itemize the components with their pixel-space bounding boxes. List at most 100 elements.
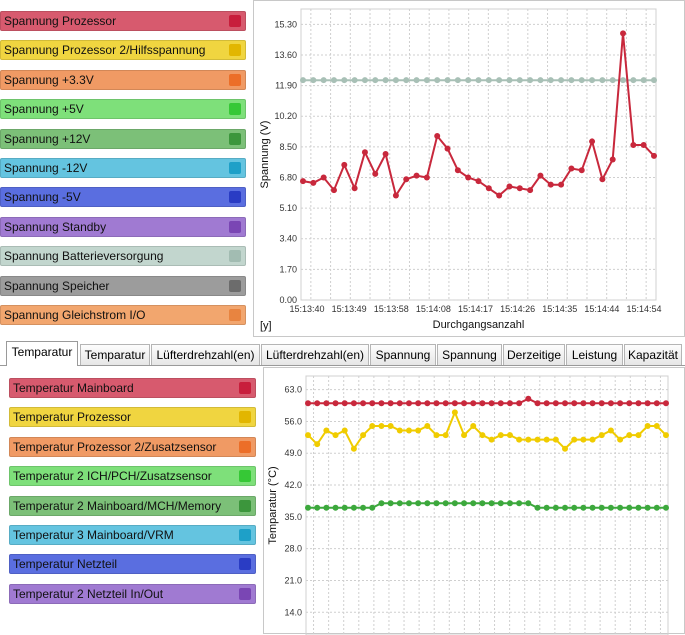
- data-point: [403, 176, 410, 183]
- data-point: [485, 185, 492, 192]
- y-tick-label: 6.80: [279, 172, 297, 182]
- voltage-series-button[interactable]: Spannung Prozessor 2/Hilfsspannung: [0, 40, 246, 61]
- data-point: [434, 133, 441, 140]
- tab-2[interactable]: Lüfterdrehzahl(en): [151, 344, 260, 365]
- voltage-series-button[interactable]: Spannung Prozessor: [0, 11, 246, 31]
- data-point: [415, 400, 422, 407]
- temperature-series-button[interactable]: Temperatur 2 ICH/PCH/Zusatzsensor: [9, 466, 256, 487]
- x-tick-label: 15:13:49: [332, 304, 367, 314]
- x-tick-label: 15:14:08: [416, 304, 451, 314]
- data-point: [442, 500, 449, 507]
- data-point: [644, 504, 651, 511]
- data-point: [424, 400, 431, 407]
- y-tick-label: 56.0: [284, 416, 302, 426]
- voltage-series-button[interactable]: Spannung Gleichstrom I/O: [0, 305, 246, 325]
- tab-4[interactable]: Spannung: [370, 344, 436, 365]
- temperature-series-button[interactable]: Temperatur 3 Mainboard/VRM: [9, 525, 256, 545]
- data-point: [314, 441, 321, 448]
- y-tick-label: 28.0: [284, 544, 302, 554]
- data-point: [598, 432, 605, 439]
- data-point: [300, 77, 306, 84]
- data-point: [506, 400, 513, 407]
- data-point: [568, 165, 575, 172]
- tab-bar: Temparatur Temparatur Lüfterdrehzahl(en) Lü…: [0, 339, 685, 366]
- data-point: [644, 400, 651, 407]
- data-point: [378, 400, 385, 407]
- data-point: [323, 504, 330, 511]
- voltage-series-button[interactable]: Spannung -12V: [0, 158, 246, 178]
- data-point: [617, 436, 624, 443]
- data-point: [465, 174, 472, 181]
- color-swatch-icon: [239, 587, 251, 600]
- series-line-0: [308, 397, 666, 405]
- y-tick-label: 5.10: [279, 203, 297, 213]
- data-point: [361, 149, 368, 156]
- x-tick-label: 15:14:35: [542, 304, 577, 314]
- data-point: [444, 77, 451, 84]
- data-point: [609, 77, 616, 84]
- series-line-2: [308, 502, 666, 509]
- data-point: [341, 504, 348, 511]
- data-point: [415, 500, 422, 507]
- voltage-chart-panel: 0.00 1.70 3.40 5.10 6.80 8.50 10.20 11.90 13.60 1…: [253, 0, 685, 337]
- data-point: [314, 400, 321, 407]
- temperature-series-button[interactable]: Temperatur Prozessor: [9, 407, 256, 428]
- data-point: [488, 436, 495, 443]
- color-swatch-icon: [229, 103, 241, 116]
- tab-0[interactable]: Temparatur: [6, 341, 78, 366]
- voltage-series-button[interactable]: Spannung +3.3V: [0, 69, 246, 90]
- data-point: [543, 504, 550, 511]
- x-axis-label: Durchgangsanzahl: [433, 319, 525, 331]
- temperature-series-button[interactable]: Temperatur 2 Mainboard/MCH/Memory: [9, 495, 256, 516]
- voltage-series-button-label: Spannung Prozessor 2/Hilfsspannung: [4, 43, 206, 58]
- data-point: [607, 427, 614, 434]
- data-point: [663, 504, 669, 511]
- data-point: [635, 504, 642, 511]
- voltage-series-button-label: Spannung Batterieversorgung: [4, 249, 164, 264]
- temperature-series-button[interactable]: Temperatur 2 Netzteil In/Out: [9, 583, 256, 604]
- temperature-series-button[interactable]: Temperatur Mainboard: [9, 378, 256, 398]
- data-point: [442, 400, 449, 407]
- temperature-series-button[interactable]: Temperatur Prozessor 2/Zusatzsensor: [9, 436, 256, 457]
- tab-3[interactable]: Lüfterdrehzahl(en): [261, 344, 369, 365]
- tab-5[interactable]: Spannung: [437, 344, 502, 365]
- data-point: [525, 500, 532, 507]
- voltage-series-button[interactable]: Spannung +5V: [0, 99, 246, 120]
- voltage-series-button[interactable]: Spannung -5V: [0, 187, 246, 208]
- data-point: [423, 77, 430, 84]
- temperature-chart-panel: 14.0 21.0 28.0 35.0 42.0 49.0 56.0 63.0 Temparat…: [263, 367, 685, 635]
- voltage-series-button-label: Spannung Prozessor: [4, 14, 117, 28]
- tab-1[interactable]: Temparatur: [80, 344, 150, 365]
- tab-7[interactable]: Leistung: [566, 344, 623, 365]
- temperature-series-button-label: Temperatur 2 Netzteil In/Out: [13, 586, 164, 601]
- y-tick-label: 0.00: [279, 295, 297, 305]
- data-point: [571, 400, 578, 407]
- y-tick-label: 63.0: [284, 385, 302, 395]
- data-point: [360, 504, 367, 511]
- data-point: [424, 422, 431, 429]
- voltage-series-button[interactable]: Spannung Speicher: [0, 275, 246, 296]
- data-point: [332, 400, 339, 407]
- data-point: [405, 500, 412, 507]
- data-point: [461, 500, 468, 507]
- data-point: [598, 400, 605, 407]
- tab-6[interactable]: Derzeitige: [503, 344, 565, 365]
- voltage-series-button[interactable]: Spannung Standby: [0, 216, 246, 237]
- data-point: [360, 432, 367, 439]
- data-point: [651, 152, 657, 159]
- tab-8[interactable]: Kapazität: [624, 344, 682, 365]
- data-point: [552, 504, 559, 511]
- voltage-series-button-label: Spannung Standby: [4, 219, 107, 234]
- data-point: [451, 500, 458, 507]
- data-point: [470, 500, 477, 507]
- voltage-series-button[interactable]: Spannung +12V: [0, 128, 246, 149]
- data-point: [516, 436, 523, 443]
- data-point: [479, 432, 486, 439]
- temperature-series-button[interactable]: Temperatur Netzteil: [9, 554, 256, 575]
- data-point: [578, 167, 585, 174]
- temperature-series-button-label: Temperatur Prozessor: [13, 410, 132, 425]
- y-tick-label: 21.0: [284, 575, 302, 585]
- voltage-series-button[interactable]: Spannung Batterieversorgung: [0, 246, 246, 267]
- color-swatch-icon: [229, 250, 241, 263]
- data-point: [323, 400, 330, 407]
